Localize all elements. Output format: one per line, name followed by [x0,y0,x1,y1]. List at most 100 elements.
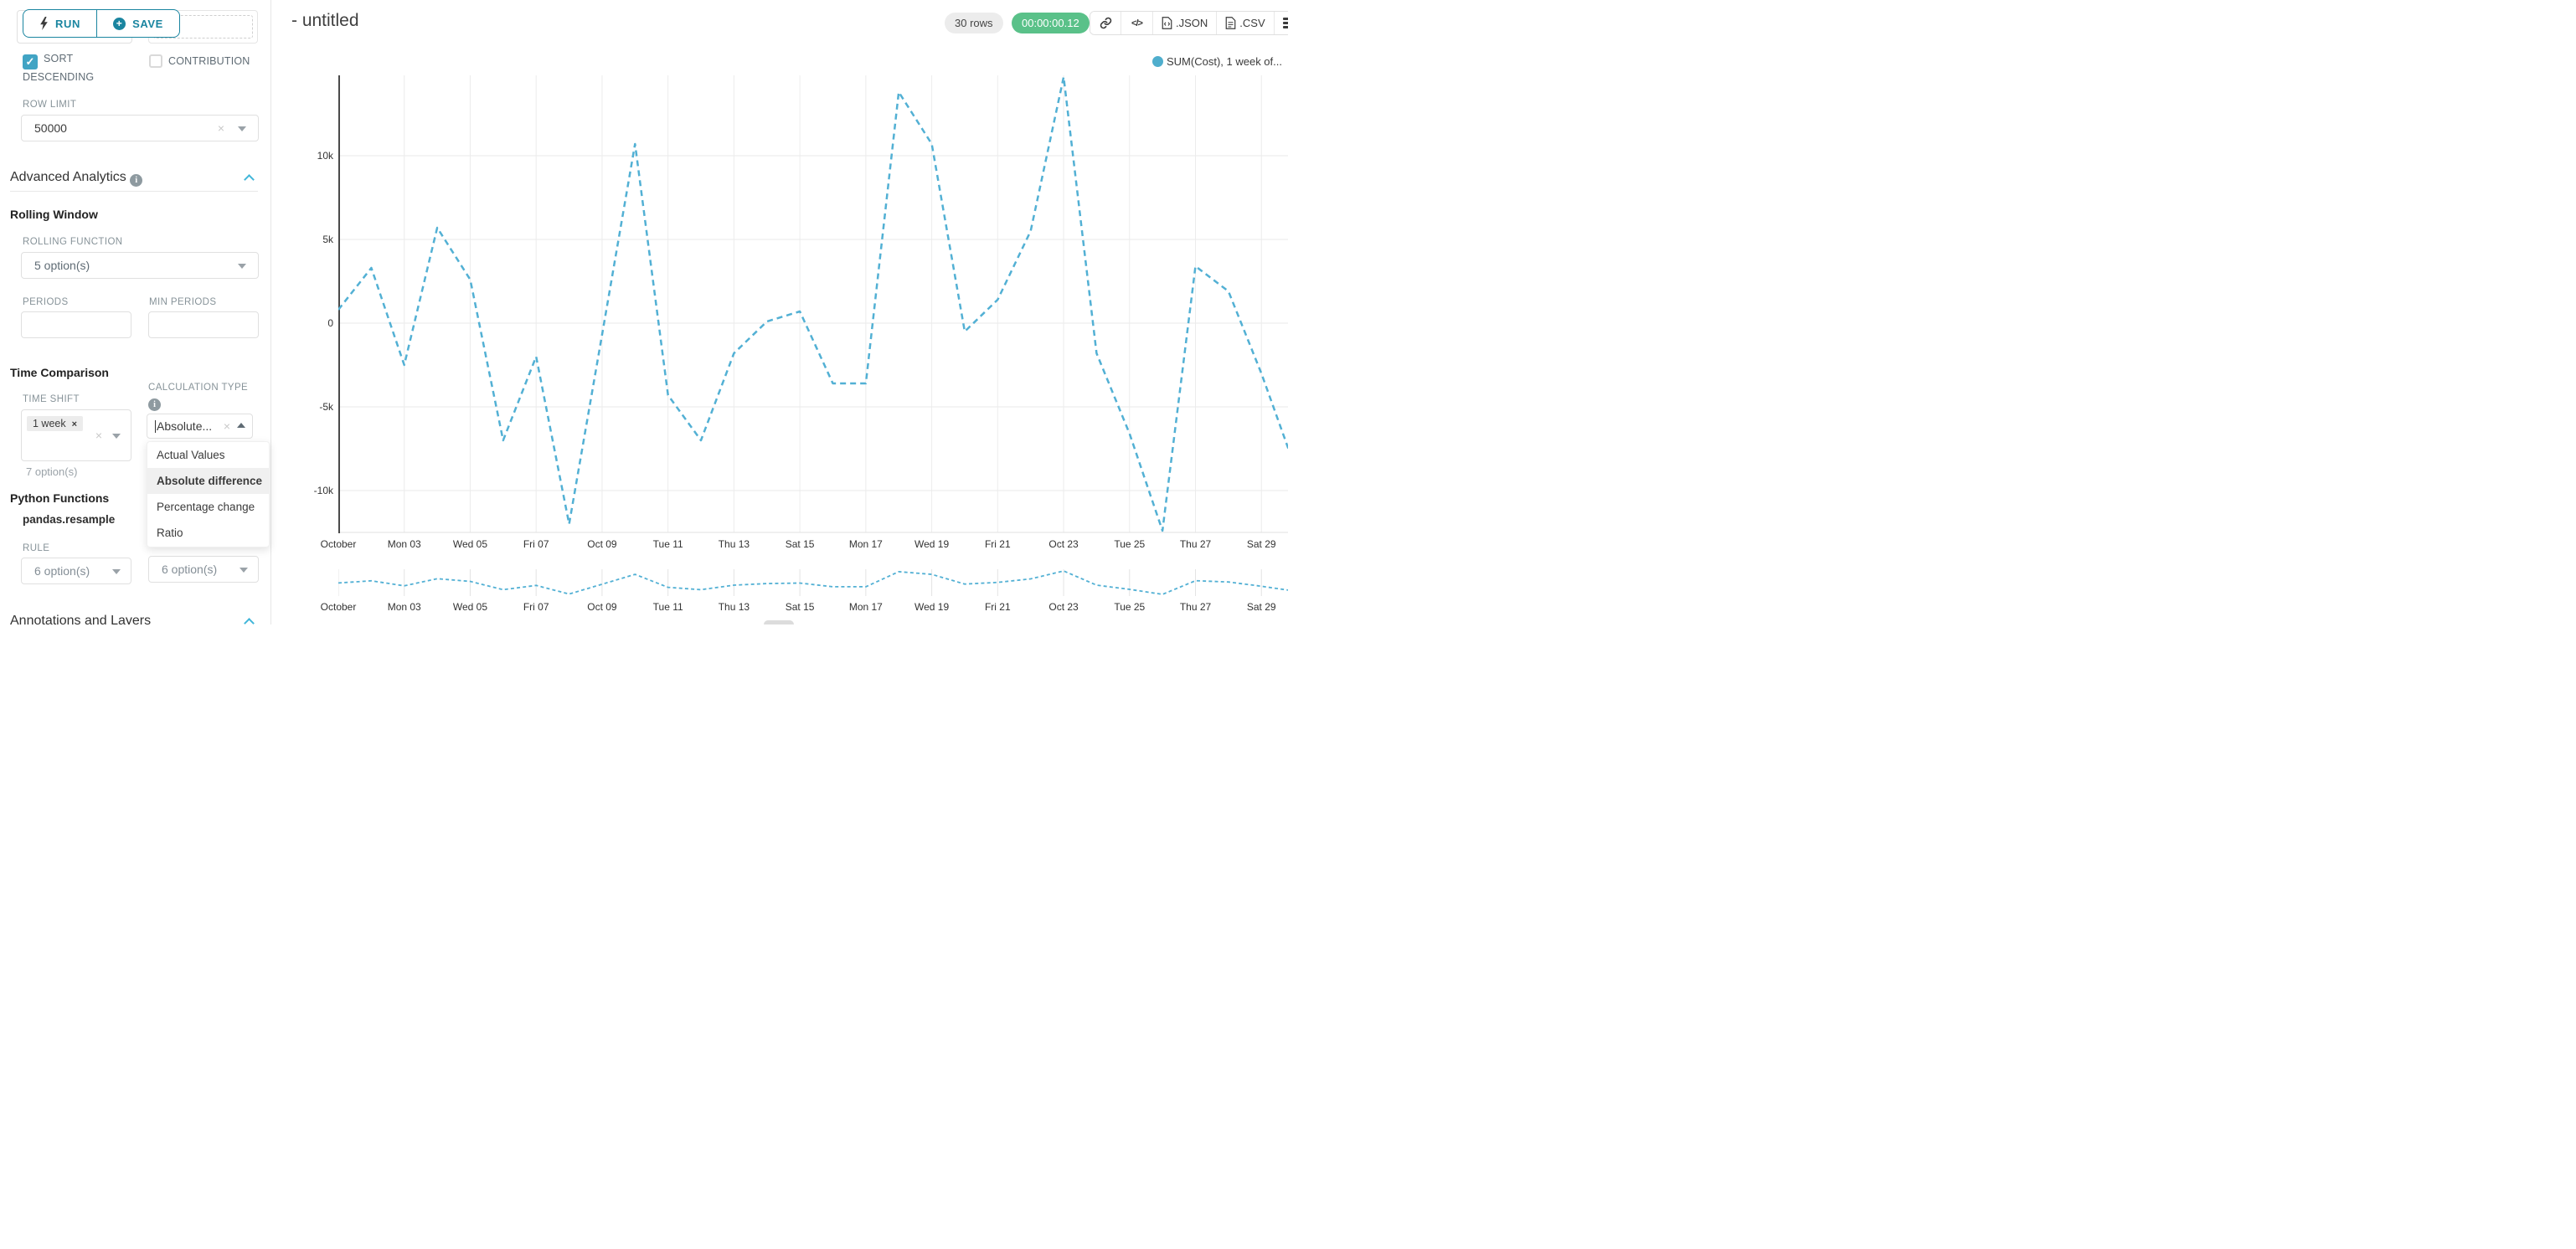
rule-label: RULE [23,543,50,553]
x-axis-label: Thu 27 [1179,538,1212,550]
rolling-window-title: Rolling Window [10,208,98,221]
file-text-icon [1225,17,1236,29]
calculation-type-select[interactable]: Absolute... × [147,414,253,439]
control-panel: 7 option(s) RUN + SAVE ✓SORT DESCENDING … [0,0,270,624]
y-axis-label: 10k [317,150,333,162]
scroll-handle[interactable] [764,620,794,624]
contribution-checkbox[interactable] [149,54,162,68]
clear-icon[interactable]: × [217,121,224,135]
time-comparison-title: Time Comparison [10,366,109,379]
row-limit-value: 50000 [34,121,67,135]
info-icon: i [148,398,161,411]
view-query-button[interactable]: </> [1121,12,1153,34]
explore-chart-page: 7 option(s) RUN + SAVE ✓SORT DESCENDING … [0,0,1288,624]
chart-legend[interactable]: SUM(Cost), 1 week of... [1152,55,1282,68]
x-axis-label: Fri 07 [523,538,549,550]
section-divider [10,191,258,192]
y-axis-label: 0 [327,317,333,329]
main-line-chart[interactable] [338,75,1288,533]
mini-preview-chart[interactable] [338,566,1288,601]
export-json-button[interactable]: .JSON [1153,12,1218,34]
min-periods-input[interactable] [148,311,259,338]
x-axis-label: Mon 03 [387,538,421,550]
run-save-group: RUN + SAVE [23,9,180,38]
info-icon: i [130,174,143,187]
mini-x-axis-label: Oct 23 [1048,601,1079,613]
sort-descending-checkbox[interactable]: ✓ [23,54,38,69]
panel-divider [270,0,271,624]
x-axis-label: Oct 23 [1048,538,1079,550]
clear-icon[interactable]: × [95,429,102,442]
contribution-checkbox-row[interactable]: CONTRIBUTION [149,54,268,69]
chart-title[interactable]: - untitled [291,11,359,30]
x-axis-label: Thu 13 [718,538,750,550]
mini-x-axis-label: Mon 17 [848,601,883,613]
export-csv-button[interactable]: .CSV [1217,12,1275,34]
more-options-button[interactable] [1274,12,1288,34]
run-button-label: RUN [55,17,80,30]
mini-x-axis-label: Mon 03 [387,601,421,613]
chevron-down-icon [112,569,121,574]
rolling-function-label: ROLLING FUNCTION [23,237,123,247]
row-limit-label: ROW LIMIT [23,100,77,110]
periods-label: PERIODS [23,297,69,307]
tag-remove-icon[interactable]: × [71,419,78,429]
code-icon: </> [1131,18,1143,28]
periods-input[interactable] [21,311,131,338]
run-button[interactable]: RUN [23,9,96,38]
mini-x-axis-label: Wed 19 [914,601,950,613]
y-axis-label: 5k [322,234,333,245]
y-axis-label: -10k [313,485,333,496]
sort-descending-label: SORT DESCENDING [23,53,95,83]
calculation-type-dropdown: Actual Values Absolute difference Percenta… [147,441,270,547]
resample-method-value: 6 option(s) [162,563,218,576]
x-axis-label: Sat 29 [1246,538,1276,550]
chevron-down-icon [238,264,246,269]
legend-label: SUM(Cost), 1 week of... [1167,55,1282,68]
export-toolbar: </> .JSON .CSV [1090,11,1288,35]
x-axis-label: Oct 09 [587,538,617,550]
chevron-down-icon [238,126,246,131]
y-axis-label: -5k [319,401,333,413]
sort-descending-checkbox-row[interactable]: ✓ SORT DESCENDING [23,51,116,85]
dropdown-option[interactable]: Actual Values [157,449,225,461]
rolling-function-select[interactable]: 5 option(s) [21,252,259,279]
save-button[interactable]: + SAVE [96,9,180,38]
chevron-down-icon [112,434,121,439]
export-csv-label: .CSV [1239,17,1265,29]
link-icon [1100,17,1111,29]
mini-x-axis-label: Wed 05 [452,601,488,613]
text-cursor [155,420,156,433]
row-count-badge: 30 rows [945,13,1003,33]
mini-x-axis-label: Tue 11 [652,601,683,613]
x-axis-label: Mon 17 [848,538,883,550]
row-limit-select[interactable]: 50000 × [21,115,259,141]
contribution-label: CONTRIBUTION [168,55,250,67]
clear-icon[interactable]: × [223,419,230,433]
collapse-chevron-up-icon[interactable] [244,618,255,624]
mini-x-axis-label: Sat 29 [1246,601,1276,613]
advanced-analytics-header[interactable]: Advanced Analytics i [10,170,143,187]
dropdown-option[interactable]: Percentage change [157,501,255,513]
chevron-up-icon [237,423,245,428]
mini-x-axis-label: Thu 13 [718,601,750,613]
time-shift-label: TIME SHIFT [23,394,80,404]
x-axis-label: Wed 05 [452,538,488,550]
calculation-type-label: CALCULATION TYPE [148,383,249,393]
mini-x-axis-label: Tue 25 [1114,601,1146,613]
time-shift-tag[interactable]: 1 week × [27,416,84,431]
resample-method-select[interactable]: 6 option(s) [148,556,259,583]
dropdown-option[interactable]: Ratio [157,527,183,539]
collapse-chevron-up-icon[interactable] [244,174,255,185]
mini-x-axis-label: October [320,601,357,613]
lightning-icon [40,17,48,30]
rule-select[interactable]: 6 option(s) [21,558,131,584]
menu-icon [1282,16,1288,31]
copy-link-button[interactable] [1090,12,1121,34]
x-axis-label: Wed 19 [914,538,950,550]
mini-x-axis-label: Fri 21 [984,601,1011,613]
python-functions-title: Python Functions [10,491,110,505]
dropdown-option[interactable]: Absolute difference [147,468,269,494]
rolling-function-value: 5 option(s) [34,259,90,272]
time-shift-multiselect[interactable]: 1 week × × [21,409,131,461]
